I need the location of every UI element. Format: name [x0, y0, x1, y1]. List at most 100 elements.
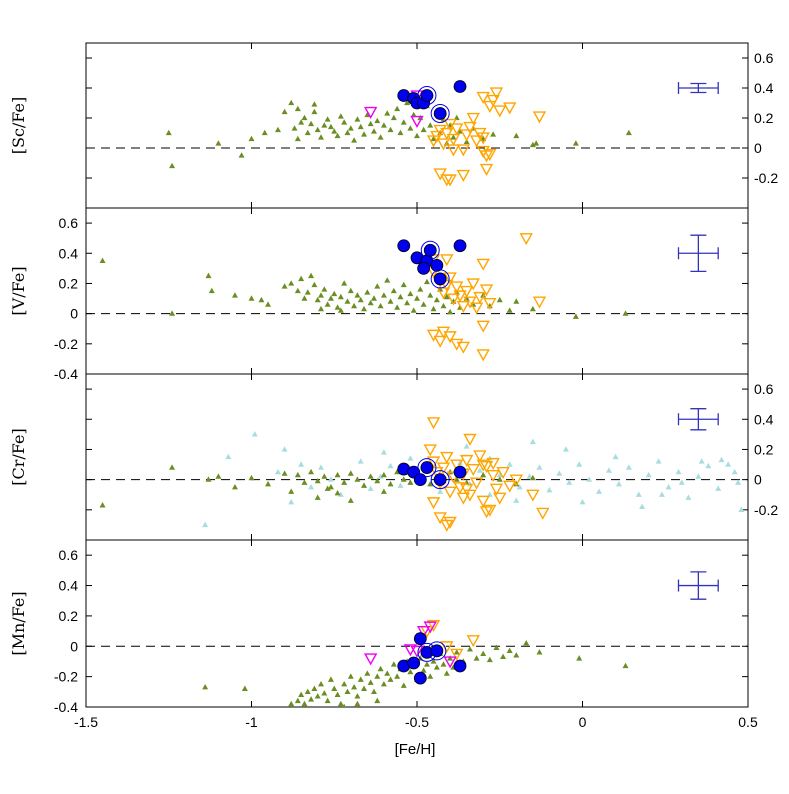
disk-star-green: [447, 655, 454, 661]
circled-marker: [417, 642, 437, 662]
disk-star-green: [334, 132, 341, 139]
disk-star-green: [440, 661, 447, 667]
disk-star-cyan: [506, 461, 513, 467]
disk-star-green: [361, 482, 368, 488]
orange-triangle: [426, 456, 441, 469]
circled-marker: [427, 641, 447, 661]
disk-star-green: [390, 661, 397, 667]
orange-triangle: [459, 129, 474, 142]
disk-star-green: [334, 304, 341, 310]
disk-star-green: [321, 473, 328, 479]
disk-star-green: [231, 483, 238, 490]
y-axis-label-sc: [Sc/Fe]: [9, 97, 28, 155]
disk-star-cyan: [731, 468, 738, 475]
disk-star-green: [294, 105, 301, 112]
disk-star-green: [314, 477, 321, 484]
orange-triangle: [483, 504, 497, 517]
disk-star-green: [377, 665, 384, 672]
disk-star-cyan: [225, 453, 232, 460]
disk-star-green: [298, 275, 305, 282]
orange-triangle: [426, 329, 441, 342]
disk-star-green: [351, 302, 358, 309]
disk-star-green: [304, 289, 311, 295]
orange-triangle: [436, 287, 451, 300]
disk-star-green: [318, 680, 325, 687]
disk-star-green: [331, 128, 338, 134]
disk-star-cyan: [645, 471, 652, 478]
disk-star-green: [430, 305, 437, 312]
disk-star-green: [367, 120, 374, 127]
disk-star-green: [513, 652, 520, 658]
disk-star-cyan: [546, 486, 553, 493]
orange-triangle: [426, 619, 441, 632]
orange-triangle: [443, 331, 457, 344]
disk-star-green: [361, 305, 368, 312]
disk-star-green: [480, 292, 487, 298]
orange-triangle: [519, 233, 533, 246]
disk-star-cyan: [698, 458, 705, 464]
orange-triangle: [426, 417, 441, 430]
disk-star-green: [344, 129, 351, 136]
orange-triangle: [466, 112, 480, 125]
orange-triangle: [469, 135, 484, 148]
disk-star-green: [331, 685, 338, 691]
orange-triangle: [489, 483, 504, 496]
disk-star-cyan: [367, 485, 374, 491]
magenta-triangle: [363, 106, 378, 119]
disk-star-cyan: [476, 467, 483, 473]
y-tick-label: 0.4: [754, 80, 774, 96]
orange-triangle: [466, 635, 480, 648]
disk-star-cyan: [457, 459, 464, 466]
disk-star-green: [258, 296, 265, 303]
disk-star-green: [327, 676, 334, 682]
disk-star-green: [354, 476, 361, 482]
disk-star-green: [248, 135, 255, 142]
bulge-star: [453, 80, 467, 93]
disk-star-green: [433, 296, 440, 303]
disk-star-green: [357, 676, 364, 682]
disk-star-green: [281, 470, 288, 476]
orange-triangle: [483, 100, 497, 113]
disk-star-green: [288, 700, 295, 707]
disk-star-green: [400, 476, 407, 482]
orange-triangle: [446, 144, 461, 157]
disk-star-green: [311, 685, 318, 691]
disk-star-cyan: [715, 485, 722, 491]
panel-frame: [85, 207, 749, 375]
disk-star-green: [523, 639, 530, 646]
disk-star-cyan: [705, 462, 712, 469]
disk-star-cyan: [437, 488, 444, 494]
disk-star-green: [205, 476, 212, 482]
bulge-star: [453, 465, 467, 479]
disk-star-green: [480, 650, 487, 657]
disk-star-green: [430, 135, 437, 142]
disk-star-green: [387, 298, 394, 304]
y-tick-label: 0.2: [59, 608, 79, 624]
disk-star-green: [308, 468, 315, 475]
disk-star-green: [321, 690, 328, 696]
disk-star-green: [400, 682, 407, 688]
disk-star-cyan: [605, 467, 612, 473]
disk-star-green: [291, 125, 298, 131]
disk-star-green: [288, 488, 295, 494]
disk-star-green: [473, 655, 480, 661]
orange-triangle: [496, 466, 510, 480]
orange-triangle: [456, 300, 471, 314]
y-tick-label: 0: [754, 140, 762, 156]
disk-star-green: [281, 283, 288, 289]
panels: -0.2 0 0.2 0.4 0.6 [Sc/Fe] -0.4 -0.2 0 0.2 0.4 0.6 […: [9, 42, 778, 730]
disk-star-green: [394, 105, 401, 112]
disk-star-green: [367, 299, 374, 306]
disk-star-green: [341, 680, 348, 687]
disk-star-green: [423, 661, 430, 667]
orange-triangle: [456, 144, 471, 157]
disk-star-cyan: [288, 499, 295, 505]
disk-star-green: [248, 474, 255, 481]
disk-star-green: [334, 471, 341, 478]
disk-star-green: [334, 489, 341, 496]
disk-star-green: [238, 152, 245, 158]
disk-star-cyan: [380, 449, 387, 455]
disk-star-green: [493, 644, 500, 650]
disk-star-cyan: [718, 456, 725, 463]
disk-star-cyan: [397, 482, 404, 488]
